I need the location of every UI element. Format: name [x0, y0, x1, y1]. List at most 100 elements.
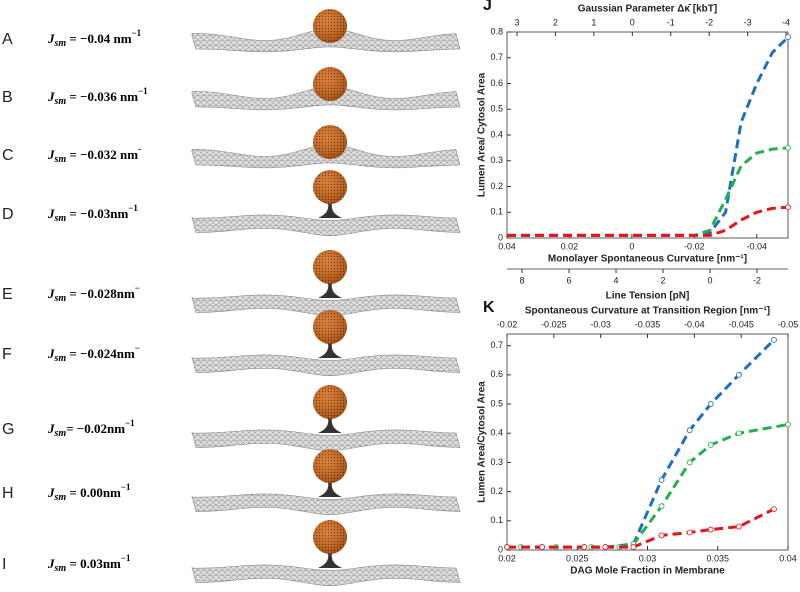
- series-line: [507, 507, 775, 549]
- symbol: J: [47, 346, 55, 361]
- x3-tick-label: 0: [707, 275, 712, 285]
- marker: [785, 144, 791, 151]
- x-tick-label: 0: [629, 241, 634, 251]
- plot-frame: [506, 31, 789, 239]
- vesicle-shade: [313, 170, 347, 204]
- marker: [735, 523, 742, 530]
- superscript: −1: [125, 418, 135, 428]
- panel-letter: F: [2, 346, 12, 363]
- x3-tick-label: 2: [660, 275, 665, 285]
- value: = −0.03nm: [66, 206, 128, 221]
- x2-tick-label: -0.045: [728, 319, 754, 329]
- x2-tick-label: -0.025: [541, 319, 567, 329]
- x2-tick-label: -3: [744, 17, 752, 27]
- y-tick-label: 0.5: [490, 104, 503, 114]
- marker: [686, 459, 693, 466]
- x2-tick-label: -0.03: [590, 319, 611, 329]
- y-tick-label: 0.6: [490, 369, 503, 379]
- x-tick-label: -0.04: [747, 241, 768, 251]
- panel-letter: J: [483, 0, 492, 14]
- equation: Jsm = −0.036 nm−1: [47, 86, 148, 107]
- panel-letter: E: [2, 286, 13, 303]
- symbol: J: [47, 206, 55, 221]
- vesicle-shade: [313, 310, 347, 344]
- equation: Jsm = 0.00nm−1: [47, 482, 131, 503]
- marker: [785, 421, 791, 428]
- membrane: [191, 429, 461, 452]
- subscript: sm: [54, 96, 67, 107]
- membrane: [191, 493, 461, 516]
- series-line: [507, 146, 789, 237]
- membrane: [191, 214, 461, 237]
- equation: Jsm = −0.032 nm-: [47, 144, 141, 165]
- equation: Jsm = −0.028nm−: [47, 283, 140, 304]
- y-tick-label: 0.5: [490, 398, 503, 408]
- marker: [504, 544, 510, 550]
- subscript: sm: [54, 154, 67, 165]
- y-tick-label: 0.2: [490, 181, 503, 191]
- x3-tick-label: 8: [520, 275, 525, 285]
- marker: [686, 427, 693, 434]
- subscript: sm: [54, 353, 67, 364]
- x-tick-label: 0.035: [706, 553, 729, 563]
- marker: [707, 401, 714, 407]
- panel-letter: I: [2, 556, 6, 573]
- series-line: [507, 36, 790, 237]
- equation: Jsm = 0.03nm−1: [47, 553, 131, 574]
- panel-letter: H: [2, 485, 14, 502]
- marker: [785, 204, 791, 211]
- x-tick-label: 0.04: [498, 241, 516, 251]
- neck: [318, 343, 342, 358]
- symbol: J: [47, 556, 55, 571]
- x2-tick-label: -0.05: [778, 319, 799, 329]
- panel-letter: G: [2, 421, 14, 438]
- marker: [658, 532, 665, 539]
- value: = 0.00nm: [66, 485, 121, 500]
- equation: Jsm = −0.024nm−: [47, 343, 140, 364]
- value: = −0.032 nm: [66, 147, 138, 162]
- vesicle-shade: [313, 125, 347, 159]
- superscript: −1: [128, 203, 138, 213]
- equation: Jsm = −0.03nm−1: [47, 203, 138, 224]
- x3-tick-label: -2: [753, 275, 761, 285]
- x3-axis-label: Line Tension [pN]: [606, 291, 690, 302]
- y-tick-label: 0.4: [490, 129, 503, 139]
- x2-tick-label: -2: [705, 17, 713, 27]
- value: = 0.03nm: [66, 556, 121, 571]
- x2-tick-label: -4: [782, 17, 790, 27]
- y-tick-label: 0: [498, 232, 503, 242]
- membrane: [191, 294, 461, 317]
- superscript: −1: [121, 482, 131, 492]
- x-tick-label: 0.04: [779, 553, 797, 563]
- y-tick-label: 0.1: [490, 207, 503, 217]
- panel-letter: D: [2, 206, 14, 223]
- series-line: [521, 423, 789, 549]
- marker: [630, 544, 637, 550]
- value: = −0.02nm: [66, 421, 125, 436]
- value: = −0.028nm: [66, 286, 135, 301]
- y-tick-label: 0.7: [490, 52, 503, 62]
- vesicle-shade: [313, 449, 347, 483]
- panel-letter: A: [2, 31, 13, 48]
- x2-tick-label: -1: [667, 17, 675, 27]
- panel-letter: C: [2, 147, 14, 164]
- subscript: sm: [54, 213, 67, 224]
- marker: [602, 544, 609, 550]
- y-tick-label: 0: [498, 544, 503, 554]
- vesicle-shade: [313, 250, 347, 284]
- superscript: −: [135, 283, 140, 293]
- marker: [707, 526, 714, 533]
- equation: Jsm= −0.02nm−1: [47, 418, 135, 439]
- marker: [785, 34, 791, 41]
- neck: [318, 553, 342, 568]
- vesicle-shade: [313, 520, 347, 554]
- x2-tick-label: 1: [591, 17, 596, 27]
- x-axis-label: DAG Mole Fraction in Membrane: [570, 566, 725, 577]
- marker: [658, 503, 665, 510]
- y-tick-label: 0.8: [490, 26, 503, 36]
- charts: J 0 0.1 0.2 0.3 0.4 0.5 0.6 0.7 0.8 0.04 0.02 0 -0.02…: [477, 0, 799, 577]
- marker: [735, 371, 742, 378]
- marker: [735, 430, 742, 437]
- y-tick-label: 0.3: [490, 457, 503, 467]
- x-tick-label: 0.02: [561, 241, 579, 251]
